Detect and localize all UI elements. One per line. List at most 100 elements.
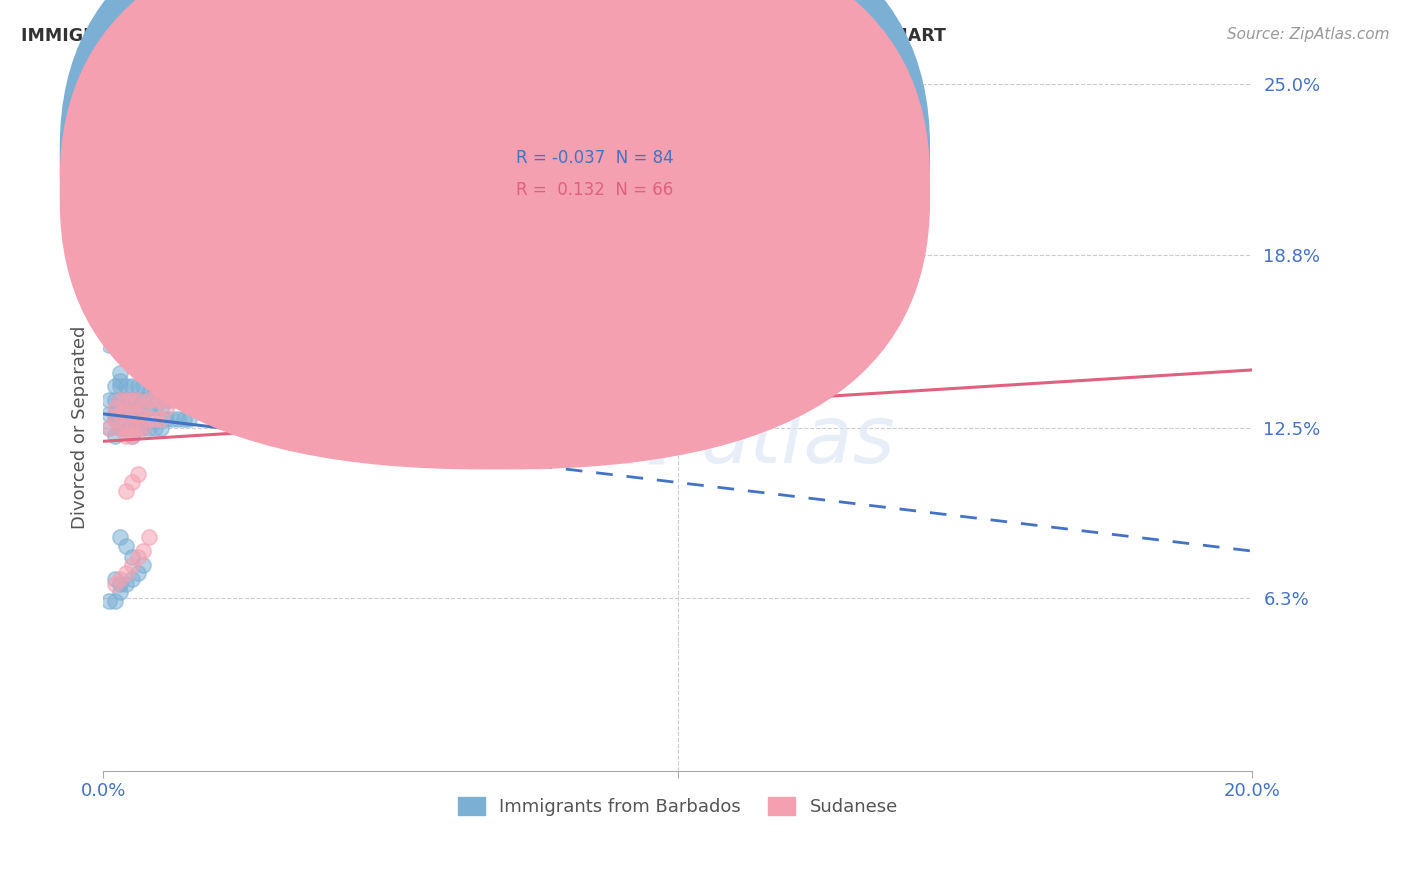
Point <box>160 393 183 408</box>
Point <box>127 401 149 416</box>
Point <box>115 393 138 408</box>
Point <box>110 393 132 408</box>
Point <box>104 577 127 591</box>
Point <box>115 283 138 297</box>
Point <box>173 412 195 426</box>
Point <box>127 379 149 393</box>
Point <box>132 544 155 558</box>
Point <box>104 412 127 426</box>
Point <box>127 407 149 421</box>
Point <box>97 420 120 434</box>
Point <box>104 228 127 243</box>
Point <box>115 420 138 434</box>
Text: atlas: atlas <box>700 402 896 480</box>
Legend: Immigrants from Barbados, Sudanese: Immigrants from Barbados, Sudanese <box>450 789 905 823</box>
Point <box>110 374 132 388</box>
Point <box>97 393 120 408</box>
Point <box>110 146 132 161</box>
Point <box>247 401 270 416</box>
Point <box>104 325 127 339</box>
Point <box>121 310 143 325</box>
Point <box>104 393 127 408</box>
Point <box>121 558 143 572</box>
Point <box>149 420 172 434</box>
Point <box>110 366 132 380</box>
Point <box>121 215 143 229</box>
Point <box>115 228 138 243</box>
Point <box>104 407 127 421</box>
Point <box>115 412 138 426</box>
Point <box>218 374 240 388</box>
Point <box>127 467 149 482</box>
Point <box>115 407 138 421</box>
Point <box>292 358 315 372</box>
Point <box>121 420 143 434</box>
Point <box>127 160 149 174</box>
Point <box>155 412 177 426</box>
Point <box>104 412 127 426</box>
Point <box>121 401 143 416</box>
Point <box>218 393 240 408</box>
Point <box>121 475 143 490</box>
Point <box>115 483 138 498</box>
Point <box>207 384 229 399</box>
Point <box>115 420 138 434</box>
Point <box>97 407 120 421</box>
Point <box>143 393 166 408</box>
Point <box>149 384 172 399</box>
Point <box>121 420 143 434</box>
Y-axis label: Divorced or Separated: Divorced or Separated <box>72 326 89 529</box>
Point <box>264 366 287 380</box>
Point <box>127 566 149 580</box>
Point <box>127 420 149 434</box>
Point <box>115 566 138 580</box>
Point <box>110 242 132 256</box>
Point <box>149 393 172 408</box>
Point <box>253 366 276 380</box>
Point <box>132 420 155 434</box>
Point <box>132 558 155 572</box>
Point <box>121 165 143 179</box>
Point <box>121 412 143 426</box>
Point <box>551 338 574 352</box>
Text: IMMIGRANTS FROM BARBADOS VS SUDANESE DIVORCED OR SEPARATED CORRELATION CHART: IMMIGRANTS FROM BARBADOS VS SUDANESE DIV… <box>21 27 946 45</box>
Point <box>190 393 212 408</box>
Point <box>127 393 149 408</box>
Point <box>110 412 132 426</box>
Point <box>110 407 132 421</box>
Point <box>149 401 172 416</box>
Point <box>121 379 143 393</box>
Point <box>132 401 155 416</box>
Point <box>179 384 201 399</box>
Point <box>195 393 218 408</box>
Point <box>437 338 460 352</box>
Point <box>104 379 127 393</box>
Point <box>166 393 188 408</box>
Point <box>121 393 143 408</box>
Point <box>110 187 132 202</box>
Point <box>104 429 127 443</box>
Point <box>121 429 143 443</box>
Point <box>115 401 138 416</box>
Point <box>166 393 188 408</box>
Point <box>143 420 166 434</box>
Point <box>127 549 149 564</box>
Text: Source: ZipAtlas.com: Source: ZipAtlas.com <box>1226 27 1389 42</box>
Point <box>281 420 304 434</box>
Point <box>110 393 132 408</box>
Point <box>143 384 166 399</box>
Point <box>110 420 132 434</box>
Point <box>121 572 143 586</box>
Point <box>110 338 132 352</box>
Point <box>166 412 188 426</box>
Point <box>138 401 160 416</box>
Point <box>127 412 149 426</box>
Point <box>138 412 160 426</box>
Point <box>322 346 344 360</box>
Point <box>195 379 218 393</box>
Point <box>110 530 132 544</box>
Point <box>97 338 120 352</box>
Point <box>104 572 127 586</box>
Point <box>115 137 138 152</box>
Point <box>110 585 132 599</box>
